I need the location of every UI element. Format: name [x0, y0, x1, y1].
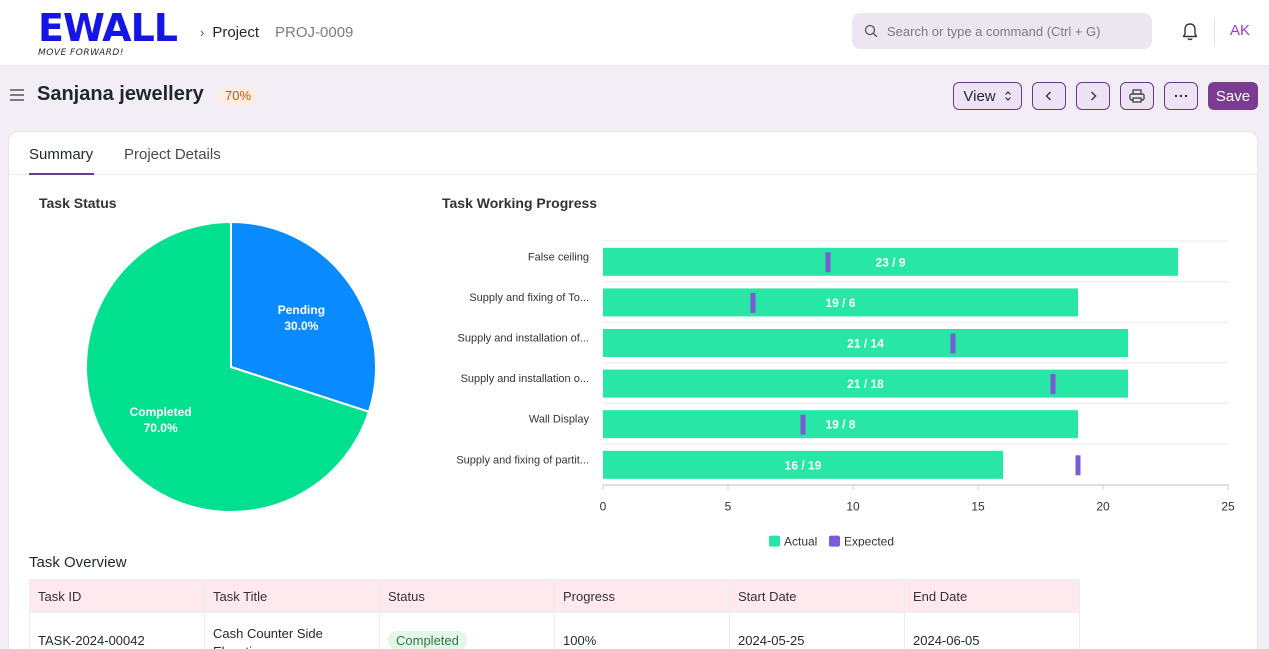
navbar-divider [1214, 18, 1215, 46]
bar-expected-marker [800, 414, 806, 435]
cell-start-date: 2024-05-25 [729, 612, 905, 649]
brand-tagline: MOVE FORWARD! [38, 48, 124, 58]
column-header-start-date[interactable]: Start Date [729, 579, 905, 613]
search-bar[interactable] [852, 13, 1152, 49]
column-header-progress[interactable]: Progress [554, 579, 730, 613]
sort-arrows-icon [1004, 91, 1011, 101]
page-title: Sanjana jewellery [37, 83, 204, 105]
tab-summary[interactable]: Summary [29, 146, 94, 175]
status-badge: Completed [388, 631, 467, 649]
legend-swatch-actual [769, 535, 780, 547]
bar-data-label: 16 / 19 [785, 458, 822, 472]
bar-expected-marker [950, 333, 956, 354]
progress-badge: 70% [218, 86, 259, 106]
cell-task-title[interactable]: Cash Counter Side Elevation [204, 612, 380, 649]
pie-value-pending: 30.0% [284, 319, 318, 333]
main-card: Summary Project Details Task Status Pend… [8, 131, 1258, 649]
chevron-right-icon: › [200, 24, 205, 40]
tab-bar: Summary Project Details [9, 132, 1257, 175]
pie-slice-completed [85, 220, 371, 513]
more-actions-button[interactable] [1164, 82, 1198, 110]
pie-slice-pending [230, 220, 377, 414]
bar-actual [603, 247, 1178, 276]
task-status-title: Task Status [39, 195, 117, 211]
bar-actual [603, 288, 1078, 317]
x-tick-label: 5 [725, 500, 732, 514]
legend-swatch-expected [829, 535, 840, 547]
column-header-status[interactable]: Status [379, 579, 555, 613]
bar-data-label: 23 / 9 [875, 255, 905, 269]
cell-task-id[interactable]: TASK-2024-00042 [29, 612, 205, 649]
breadcrumb-current[interactable]: PROJ-0009 [275, 23, 354, 41]
cell-status: Completed [379, 612, 555, 649]
table-row[interactable]: TASK-2024-00042 Cash Counter Side Elevat… [29, 612, 1080, 649]
task-overview-table: Task ID Task Title Status Progress Start… [29, 579, 1080, 649]
bar-actual [603, 450, 1003, 479]
category-label: False ceiling [528, 251, 589, 263]
table-header-row: Task ID Task Title Status Progress Start… [29, 579, 1080, 613]
save-button[interactable]: Save [1208, 82, 1258, 110]
legend-label-expected: Expected [844, 535, 894, 547]
search-icon [864, 24, 878, 38]
brand-name: EWALL [38, 6, 178, 50]
tab-project-details[interactable]: Project Details [124, 146, 221, 163]
user-avatar[interactable]: AK [1230, 22, 1251, 39]
category-label: Supply and installation o... [461, 373, 589, 385]
task-overview-title: Task Overview [29, 554, 127, 571]
x-tick-label: 0 [600, 500, 607, 514]
x-tick-label: 15 [971, 500, 985, 514]
chevron-right-icon [1091, 91, 1097, 101]
brand-logo[interactable]: EWALL MOVE FORWARD! [38, 9, 178, 61]
previous-record-button[interactable] [1032, 82, 1066, 110]
column-header-task-id[interactable]: Task ID [29, 579, 205, 613]
bar-data-label: 19 / 8 [825, 418, 855, 432]
top-navbar: EWALL MOVE FORWARD! › Project PROJ-0009 … [0, 0, 1269, 66]
sidebar-toggle-icon[interactable] [10, 88, 24, 102]
chevron-left-icon [1045, 91, 1051, 101]
x-tick-label: 20 [1096, 500, 1110, 514]
bar-data-label: 19 / 6 [825, 296, 855, 310]
ellipsis-icon [1174, 94, 1188, 98]
task-status-pie-chart: Pending 30.0% Completed 70.0% [85, 220, 377, 513]
bar-expected-marker [1050, 374, 1056, 395]
pie-value-completed: 70.0% [144, 421, 178, 435]
view-dropdown-button[interactable]: View [953, 82, 1022, 110]
cell-progress: 100% [554, 612, 730, 649]
pie-label-completed: Completed [130, 405, 192, 419]
x-tick-label: 10 [846, 500, 860, 514]
breadcrumb: › Project PROJ-0009 [200, 22, 369, 42]
column-header-task-title[interactable]: Task Title [204, 579, 380, 613]
category-label: Supply and fixing of To... [469, 292, 589, 304]
legend-label-actual: Actual [784, 535, 817, 547]
x-tick-label: 25 [1221, 500, 1235, 514]
category-label: Supply and fixing of partit... [456, 454, 589, 466]
printer-icon [1129, 89, 1145, 103]
category-label: Supply and installation of... [458, 333, 589, 345]
page-header: Sanjana jewellery 70% View Save [0, 67, 1269, 125]
notification-bell-icon[interactable] [1181, 22, 1199, 42]
pie-label-pending: Pending [278, 303, 325, 317]
bar-actual [603, 410, 1078, 439]
view-button-label: View [963, 87, 996, 105]
task-progress-bar-chart: False ceiling 23 / 9 Supply and fixing of … [456, 240, 1235, 547]
bar-actual [603, 369, 1128, 398]
breadcrumb-project[interactable]: Project [212, 23, 260, 41]
column-header-end-date[interactable]: End Date [904, 579, 1080, 613]
bar-expected-marker [825, 252, 831, 273]
cell-end-date: 2024-06-05 [904, 612, 1080, 649]
bar-data-label: 21 / 18 [847, 377, 884, 391]
category-label: Wall Display [529, 414, 590, 426]
bar-data-label: 21 / 14 [847, 337, 884, 351]
search-input[interactable] [887, 23, 1147, 39]
print-button[interactable] [1120, 82, 1154, 110]
next-record-button[interactable] [1076, 82, 1110, 110]
bar-actual [603, 329, 1128, 357]
bar-expected-marker [750, 292, 756, 313]
task-progress-title: Task Working Progress [442, 195, 598, 211]
bar-expected-marker [1075, 455, 1081, 476]
